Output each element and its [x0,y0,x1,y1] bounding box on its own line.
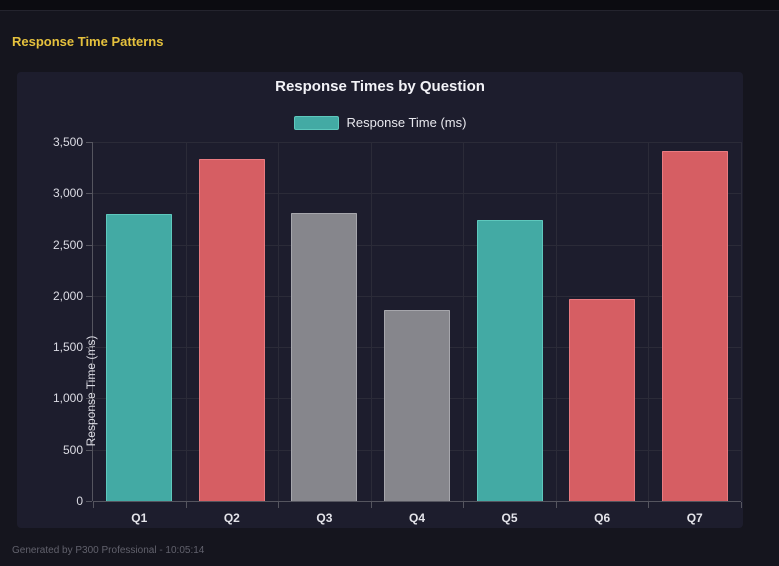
footer-generated-text: Generated by P300 Professional - 10:05:1… [12,545,205,556]
gridline-vertical [463,142,465,501]
gridline-horizontal [93,193,741,195]
bar-q2[interactable] [198,159,265,501]
y-tick-label: 1,500 [52,340,83,355]
bar-q1[interactable] [106,214,173,501]
y-tick-mark [86,295,92,297]
gridline-horizontal [93,244,741,246]
x-tick-mark [463,502,465,508]
x-tick-mark [648,502,650,508]
y-tick-label: 3,500 [52,135,83,149]
top-bar [0,0,779,11]
x-tick-label-q3: Q3 [316,511,333,525]
legend-swatch [293,115,339,130]
bar-q4[interactable] [384,310,450,501]
y-tick-label: 2,000 [52,288,83,303]
x-tick-mark [741,502,742,508]
x-tick-label-q1: Q1 [131,511,148,525]
gridline-horizontal [93,295,741,297]
gridline-vertical [370,142,372,501]
x-tick-mark [555,502,557,508]
x-tick-mark [370,502,372,508]
gridline-vertical [648,142,650,501]
x-tick-label-q4: Q4 [408,511,425,525]
gridline-vertical [555,142,557,501]
y-tick-mark [86,347,92,349]
y-axis-line [92,142,93,501]
chart-legend[interactable]: Response Time (ms) [17,115,743,130]
page-title: Response Time Patterns [12,34,164,49]
y-tick-label: 1,000 [52,391,83,406]
bar-q5[interactable] [476,220,543,501]
chart-title: Response Times by Question [275,78,485,95]
x-tick-mark [93,502,94,508]
x-tick-label-q6: Q6 [594,511,611,525]
y-tick-label: 0 [76,494,83,508]
y-tick-mark [86,244,92,246]
gridline-vertical [741,142,742,501]
gridline-horizontal [93,142,741,143]
x-tick-mark [185,502,187,508]
y-tick-label: 2,500 [52,237,83,252]
chart-panel: Response Times by Question Response Time… [17,72,743,528]
gridline-vertical [185,142,187,501]
legend-label: Response Time (ms) [346,115,467,130]
y-tick-label: 3,000 [52,186,83,201]
y-tick-mark [86,398,92,400]
plot-area: Response Time (ms) 0 500 1,000 1,500 2,000 2,… [53,135,742,525]
y-tick-label: 500 [62,442,83,457]
y-tick-mark [86,449,92,451]
x-tick-label-q2: Q2 [223,511,240,525]
x-axis-line [93,501,741,502]
x-tick-label-q7: Q7 [686,511,703,525]
x-tick-label-q5: Q5 [501,511,518,525]
y-axis-title: Response Time (ms) [84,335,98,447]
bar-q7[interactable] [661,151,728,501]
y-tick-mark [86,142,92,143]
x-tick-mark [278,502,280,508]
y-tick-mark [86,193,92,195]
bar-q3[interactable] [291,213,358,501]
gridline-vertical [278,142,280,501]
bar-q6[interactable] [569,299,636,501]
y-tick-mark [86,501,92,502]
